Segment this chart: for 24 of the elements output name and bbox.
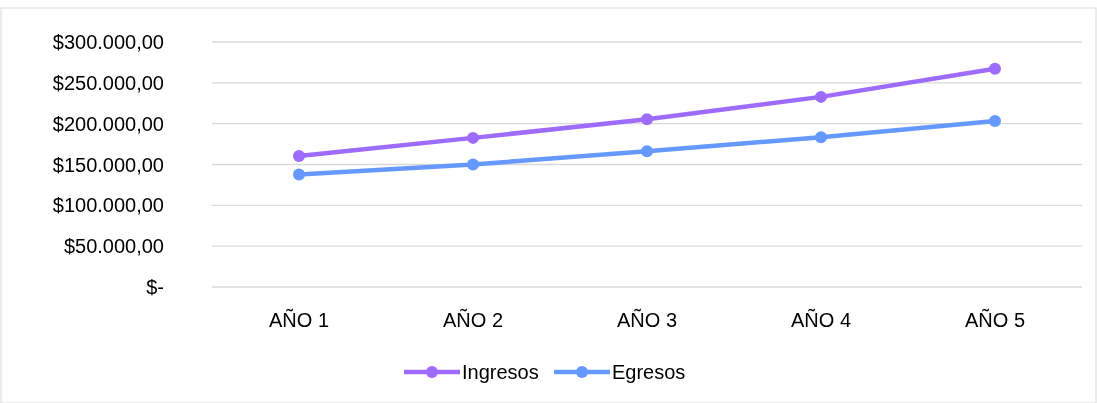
point — [989, 62, 1001, 75]
y-tick-label: $50.000,00 — [63, 235, 164, 258]
x-tick-label: AÑO 1 — [268, 308, 330, 331]
point — [293, 168, 305, 181]
y-tick-label: $200.000,00 — [52, 112, 164, 135]
x-tick-label: AÑO 4 — [790, 308, 852, 331]
y-tick-label: $250.000,00 — [52, 71, 164, 94]
legend-label: Egresos — [612, 361, 686, 383]
point — [989, 114, 1001, 127]
legend-label: Ingresos — [462, 361, 539, 383]
x-tick-label: AÑO 3 — [616, 308, 678, 331]
point — [467, 158, 479, 171]
y-tick-label: $100.000,00 — [52, 194, 164, 217]
point — [293, 149, 305, 162]
point — [641, 145, 653, 158]
y-tick-label: $- — [146, 276, 164, 298]
point — [815, 131, 827, 144]
x-tick-label: AÑO 2 — [442, 308, 504, 331]
point — [815, 90, 827, 103]
point — [467, 131, 479, 144]
y-tick-label: $150.000,00 — [52, 153, 164, 176]
x-tick-label: AÑO 5 — [964, 308, 1026, 331]
y-tick-label: $300.000,00 — [52, 31, 164, 53]
point — [641, 113, 653, 126]
